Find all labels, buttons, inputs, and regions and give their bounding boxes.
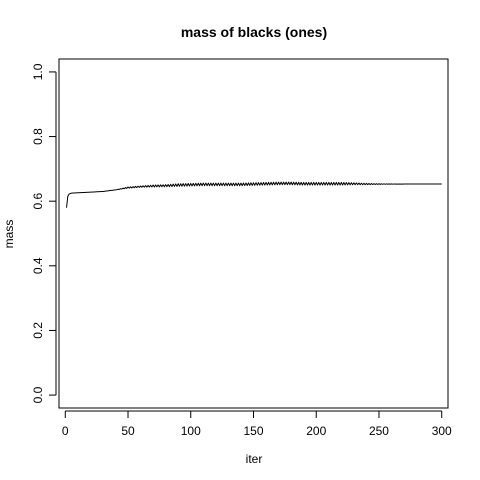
y-tick-label: 0.8 <box>31 128 45 145</box>
y-axis-label: mass <box>2 220 16 249</box>
y-tick-label: 0.6 <box>31 193 45 210</box>
x-tick-label: 300 <box>432 424 452 438</box>
x-tick-label: 100 <box>181 424 201 438</box>
x-axis-label: iter <box>246 452 263 466</box>
x-tick-label: 50 <box>121 424 135 438</box>
y-tick-label: 0.2 <box>31 322 45 339</box>
y-tick-label: 0.0 <box>31 386 45 403</box>
y-tick-label: 1.0 <box>31 63 45 80</box>
series-group <box>66 181 442 208</box>
x-tick-label: 200 <box>306 424 326 438</box>
x-axis: 0 50 100 150 200 250 300 <box>62 410 452 438</box>
y-tick-label: 0.4 <box>31 257 45 274</box>
series-line <box>66 181 442 208</box>
x-tick-label: 0 <box>62 424 69 438</box>
plot-frame <box>58 58 449 409</box>
chart-title: mass of blacks (ones) <box>181 24 327 40</box>
y-axis: 0.0 0.2 0.4 0.6 0.8 1.0 <box>31 63 57 403</box>
x-tick-label: 150 <box>243 424 263 438</box>
x-tick-label: 250 <box>369 424 389 438</box>
